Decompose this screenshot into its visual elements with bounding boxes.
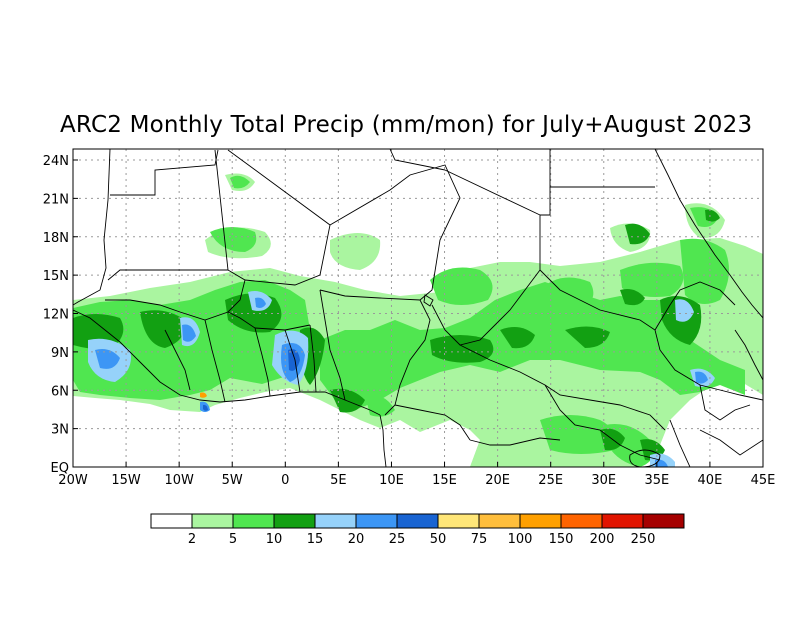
colorbar-label: 10 [266, 532, 283, 547]
x-tick-label: 10E [379, 473, 404, 488]
x-axis: 20W 15W 10W 5W 0 5E 10E 15E 20E 25E 30E 35E 40E 45E [58, 462, 775, 488]
colorbar-label: 20 [348, 532, 365, 547]
colorbar-swatch [396, 513, 439, 529]
y-tick-label: 15N [43, 269, 69, 284]
x-tick-label: 15W [111, 473, 141, 488]
y-tick-label: 12N [43, 308, 69, 323]
colorbar-label: 150 [549, 532, 574, 547]
colorbar: 2 5 10 15 20 25 50 75 100 150 200 250 [150, 513, 685, 547]
map-title: ARC2 Monthly Total Precip (mm/mon) for J… [60, 112, 753, 138]
colorbar-label: 75 [471, 532, 488, 547]
y-tick-label: 24N [43, 154, 69, 169]
colorbar-label: 250 [631, 532, 656, 547]
colorbar-swatch [150, 513, 193, 529]
x-tick-label: 40E [698, 473, 723, 488]
y-axis: EQ 3N 6N 9N 12N 15N 18N 21N 24N [43, 154, 78, 476]
x-tick-label: 20E [485, 473, 510, 488]
x-tick-label: 5E [330, 473, 347, 488]
y-tick-label: 18N [43, 231, 69, 246]
y-tick-label: EQ [51, 461, 69, 476]
x-tick-label: 5W [222, 473, 243, 488]
colorbar-label: 15 [307, 532, 324, 547]
colorbar-swatch [355, 513, 398, 529]
x-tick-label: 20W [58, 473, 88, 488]
colorbar-swatch [232, 513, 275, 529]
colorbar-swatch [437, 513, 480, 529]
colorbar-swatch [191, 513, 234, 529]
y-tick-label: 21N [43, 192, 69, 207]
colorbar-label: 2 [188, 532, 196, 547]
precip-field [73, 173, 763, 467]
colorbar-label: 100 [508, 532, 533, 547]
colorbar-swatch [314, 513, 357, 529]
grid-lines [73, 149, 763, 467]
map-frame [72, 148, 764, 468]
colorbar-swatch [560, 513, 603, 529]
y-tick-label: 3N [51, 423, 69, 438]
colorbar-label: 200 [590, 532, 615, 547]
colorbar-swatch [601, 513, 644, 529]
colorbar-swatch [519, 513, 562, 529]
colorbar-label: 50 [430, 532, 447, 547]
y-tick-label: 9N [51, 346, 69, 361]
x-tick-label: 10W [164, 473, 194, 488]
x-tick-label: 0 [281, 473, 289, 488]
x-tick-label: 45E [751, 473, 776, 488]
x-tick-label: 15E [432, 473, 457, 488]
colorbar-swatch [478, 513, 521, 529]
colorbar-label: 25 [389, 532, 406, 547]
x-tick-label: 30E [591, 473, 616, 488]
country-borders [73, 149, 763, 467]
x-tick-label: 35E [644, 473, 669, 488]
y-tick-label: 6N [51, 384, 69, 399]
colorbar-swatch [273, 513, 316, 529]
colorbar-label: 5 [229, 532, 237, 547]
colorbar-swatch [642, 513, 685, 529]
x-tick-label: 25E [538, 473, 563, 488]
